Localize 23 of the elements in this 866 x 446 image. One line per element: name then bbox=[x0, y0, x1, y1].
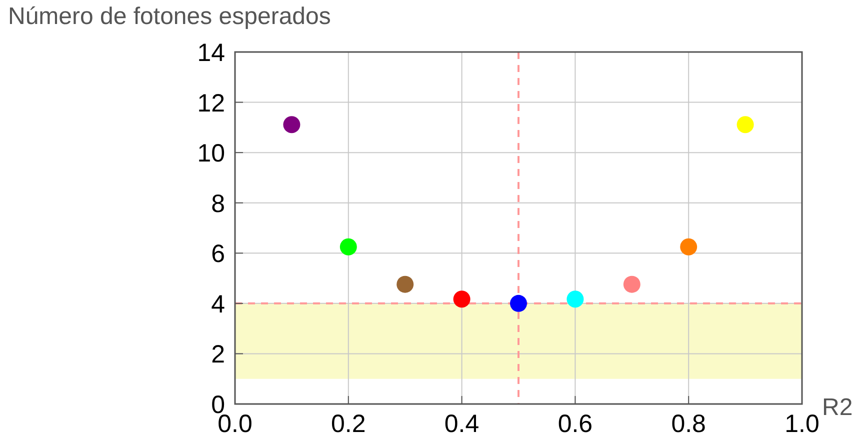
point bbox=[340, 238, 357, 256]
point bbox=[680, 238, 698, 256]
point bbox=[623, 276, 640, 293]
y-tick-label: 12 bbox=[197, 89, 225, 118]
point bbox=[396, 276, 414, 293]
y-tick-label: 4 bbox=[211, 290, 226, 318]
x-tick-label: 0.4 bbox=[444, 410, 480, 438]
point bbox=[510, 294, 527, 312]
y-tick-label: 14 bbox=[197, 39, 226, 67]
y-tick-label: 10 bbox=[197, 140, 225, 168]
y-tick-label: 6 bbox=[211, 240, 225, 268]
point bbox=[283, 116, 300, 134]
x-tick-label: 0.8 bbox=[671, 410, 706, 438]
x-axis-title: R2 bbox=[822, 394, 853, 421]
point bbox=[566, 290, 584, 308]
x-tick-label: 1.0 bbox=[784, 410, 820, 438]
point bbox=[736, 116, 754, 134]
y-tick-label: 2 bbox=[211, 340, 225, 369]
y-axis-title: Número de fotones esperados bbox=[8, 3, 331, 30]
x-tick-label: 0.6 bbox=[558, 410, 593, 438]
point bbox=[453, 290, 470, 308]
x-tick-label: 0.2 bbox=[331, 410, 366, 438]
y-tick-label: 8 bbox=[211, 190, 225, 218]
